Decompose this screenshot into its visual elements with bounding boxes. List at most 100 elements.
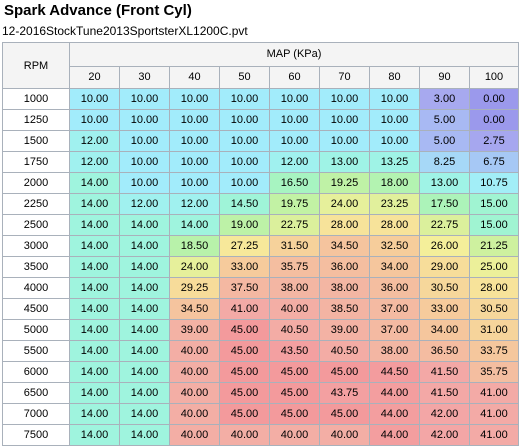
table-cell[interactable]: 15.00 [469, 193, 519, 215]
table-cell[interactable]: 35.75 [269, 256, 320, 278]
table-cell[interactable]: 44.00 [369, 382, 420, 404]
table-cell[interactable]: 19.00 [219, 214, 270, 236]
table-cell[interactable]: 21.25 [469, 235, 519, 257]
table-cell[interactable]: 5.00 [419, 109, 470, 131]
table-cell[interactable]: 25.00 [469, 256, 519, 278]
table-cell[interactable]: 29.00 [419, 256, 470, 278]
table-cell[interactable]: 10.00 [319, 88, 370, 110]
table-cell[interactable]: 33.00 [219, 256, 270, 278]
table-cell[interactable]: 27.25 [219, 235, 270, 257]
table-cell[interactable]: 14.00 [119, 382, 170, 404]
table-cell[interactable]: 17.50 [419, 193, 470, 215]
table-cell[interactable]: 38.00 [319, 277, 370, 299]
table-cell[interactable]: 24.00 [169, 256, 220, 278]
table-cell[interactable]: 43.75 [319, 382, 370, 404]
table-cell[interactable]: 10.00 [169, 151, 220, 173]
table-cell[interactable]: 13.00 [319, 151, 370, 173]
table-cell[interactable]: 10.00 [119, 151, 170, 173]
table-cell[interactable]: 0.00 [469, 109, 519, 131]
table-cell[interactable]: 34.50 [169, 298, 220, 320]
table-cell[interactable]: 30.50 [419, 277, 470, 299]
table-cell[interactable]: 41.50 [419, 361, 470, 383]
table-cell[interactable]: 19.75 [269, 193, 320, 215]
table-cell[interactable]: 39.00 [319, 319, 370, 341]
table-cell[interactable]: 10.00 [319, 130, 370, 152]
table-cell[interactable]: 34.00 [419, 319, 470, 341]
table-cell[interactable]: 40.00 [169, 424, 220, 446]
table-cell[interactable]: 31.50 [269, 235, 320, 257]
table-cell[interactable]: 14.00 [69, 361, 120, 383]
table-cell[interactable]: 45.00 [219, 403, 270, 425]
table-cell[interactable]: 19.25 [319, 172, 370, 194]
table-cell[interactable]: 10.00 [169, 172, 220, 194]
table-cell[interactable]: 10.00 [169, 109, 220, 131]
table-cell[interactable]: 39.00 [169, 319, 220, 341]
table-cell[interactable]: 18.00 [369, 172, 420, 194]
table-cell[interactable]: 37.50 [219, 277, 270, 299]
table-cell[interactable]: 42.00 [419, 403, 470, 425]
table-cell[interactable]: 44.00 [369, 403, 420, 425]
table-cell[interactable]: 3.00 [419, 88, 470, 110]
table-cell[interactable]: 10.00 [269, 109, 320, 131]
table-cell[interactable]: 22.75 [269, 214, 320, 236]
table-cell[interactable]: 10.00 [169, 88, 220, 110]
table-cell[interactable]: 14.00 [69, 382, 120, 404]
table-cell[interactable]: 10.75 [469, 172, 519, 194]
table-cell[interactable]: 10.00 [69, 109, 120, 131]
table-cell[interactable]: 28.00 [319, 214, 370, 236]
table-cell[interactable]: 37.00 [369, 319, 420, 341]
table-cell[interactable]: 14.00 [119, 340, 170, 362]
table-cell[interactable]: 22.75 [419, 214, 470, 236]
table-cell[interactable]: 34.00 [369, 256, 420, 278]
table-cell[interactable]: 10.00 [119, 88, 170, 110]
table-cell[interactable]: 44.00 [369, 424, 420, 446]
table-cell[interactable]: 45.00 [219, 361, 270, 383]
table-cell[interactable]: 10.00 [119, 172, 170, 194]
table-cell[interactable]: 2.75 [469, 130, 519, 152]
table-cell[interactable]: 10.00 [269, 130, 320, 152]
table-cell[interactable]: 45.00 [269, 403, 320, 425]
table-cell[interactable]: 32.50 [369, 235, 420, 257]
table-cell[interactable]: 36.00 [369, 277, 420, 299]
table-cell[interactable]: 14.00 [119, 403, 170, 425]
table-cell[interactable]: 40.00 [169, 382, 220, 404]
table-cell[interactable]: 41.00 [469, 424, 519, 446]
table-cell[interactable]: 14.50 [219, 193, 270, 215]
table-cell[interactable]: 14.00 [119, 277, 170, 299]
table-cell[interactable]: 10.00 [69, 88, 120, 110]
table-cell[interactable]: 45.00 [319, 361, 370, 383]
table-cell[interactable]: 10.00 [219, 130, 270, 152]
table-cell[interactable]: 36.00 [319, 256, 370, 278]
table-cell[interactable]: 38.00 [269, 277, 320, 299]
table-cell[interactable]: 45.00 [269, 361, 320, 383]
table-cell[interactable]: 14.00 [69, 172, 120, 194]
table-cell[interactable]: 15.00 [469, 214, 519, 236]
table-cell[interactable]: 43.50 [269, 340, 320, 362]
table-cell[interactable]: 14.00 [69, 298, 120, 320]
table-cell[interactable]: 34.50 [319, 235, 370, 257]
table-cell[interactable]: 14.00 [119, 424, 170, 446]
table-cell[interactable]: 14.00 [69, 235, 120, 257]
table-cell[interactable]: 38.00 [369, 340, 420, 362]
table-cell[interactable]: 40.50 [319, 340, 370, 362]
table-cell[interactable]: 14.00 [69, 319, 120, 341]
table-cell[interactable]: 6.75 [469, 151, 519, 173]
table-cell[interactable]: 10.00 [269, 88, 320, 110]
table-cell[interactable]: 14.00 [69, 193, 120, 215]
table-cell[interactable]: 40.00 [269, 424, 320, 446]
table-cell[interactable]: 14.00 [69, 403, 120, 425]
table-cell[interactable]: 10.00 [369, 109, 420, 131]
table-cell[interactable]: 18.50 [169, 235, 220, 257]
table-cell[interactable]: 10.00 [369, 88, 420, 110]
table-cell[interactable]: 45.00 [219, 340, 270, 362]
table-cell[interactable]: 10.00 [219, 151, 270, 173]
table-cell[interactable]: 14.00 [69, 424, 120, 446]
table-cell[interactable]: 28.00 [369, 214, 420, 236]
table-cell[interactable]: 37.00 [369, 298, 420, 320]
table-cell[interactable]: 14.00 [69, 256, 120, 278]
table-cell[interactable]: 44.50 [369, 361, 420, 383]
table-cell[interactable]: 12.00 [269, 151, 320, 173]
table-cell[interactable]: 41.50 [419, 382, 470, 404]
table-cell[interactable]: 40.00 [169, 403, 220, 425]
table-cell[interactable]: 10.00 [319, 109, 370, 131]
